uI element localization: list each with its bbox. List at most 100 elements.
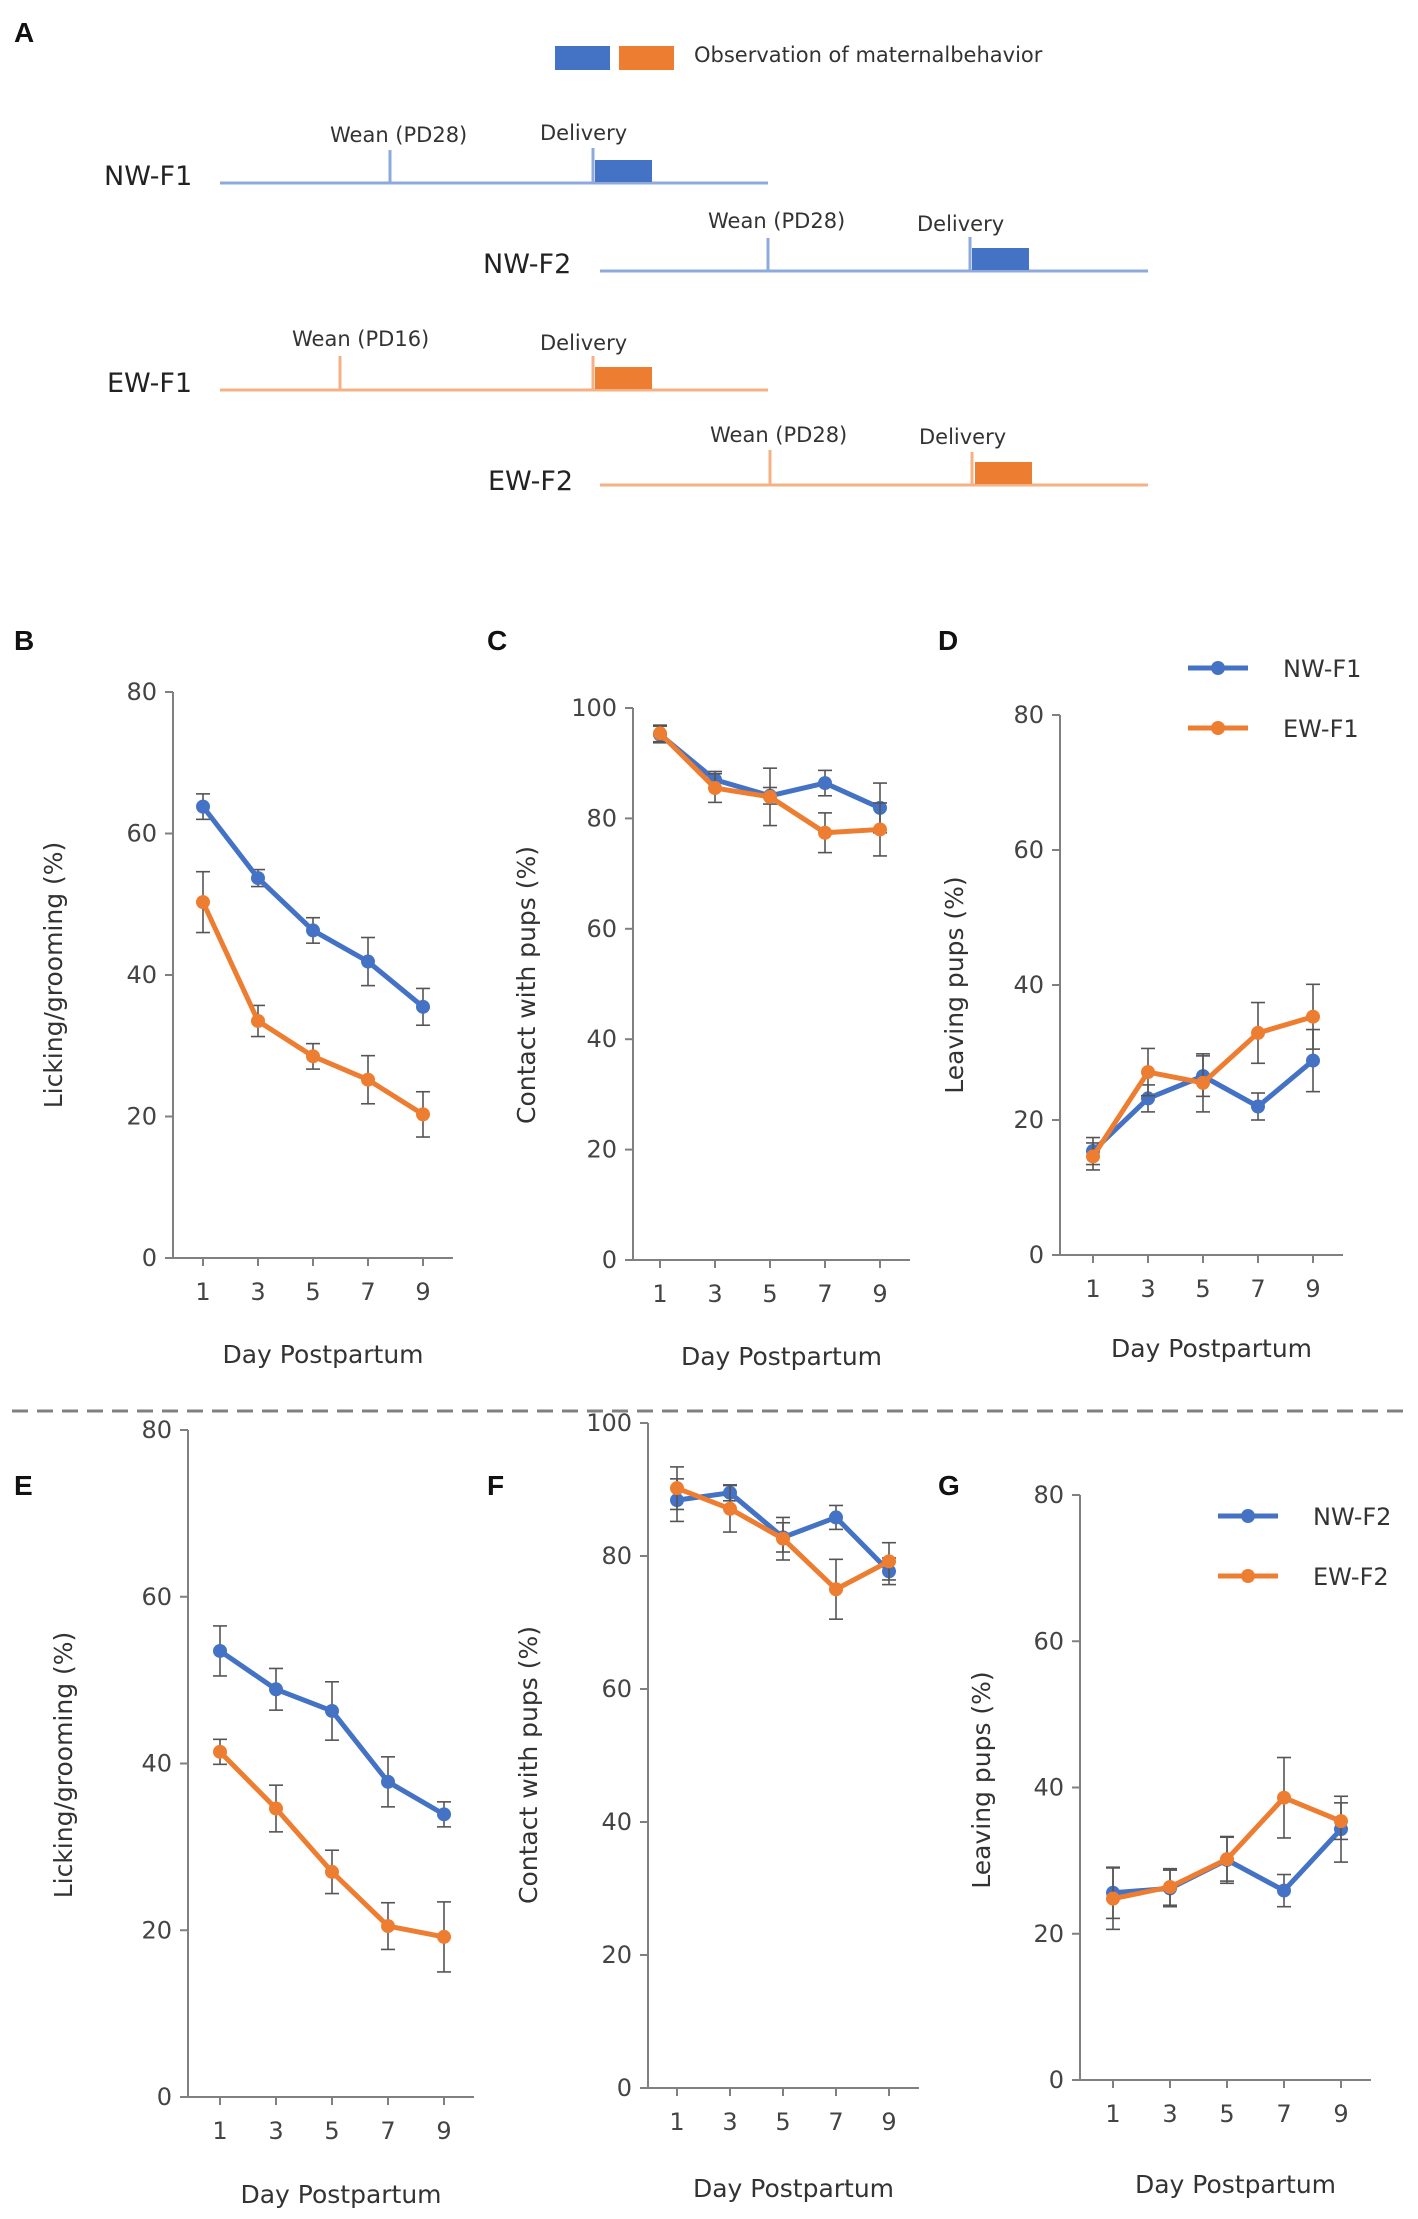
x-tick-label: 9 — [436, 2117, 451, 2145]
x-tick-label: 1 — [195, 1278, 210, 1306]
y-tick-label: 40 — [586, 1025, 617, 1053]
y-axis-label: Leaving pups (%) — [967, 1671, 996, 1888]
series-ew-f2 — [1106, 1756, 1348, 1931]
y-tick-label: 20 — [126, 1103, 157, 1131]
y-axis-label: Leaving pups (%) — [940, 876, 969, 1093]
data-point — [1306, 1009, 1320, 1024]
legend-swatch-ew — [619, 46, 674, 70]
y-tick-label: 80 — [126, 678, 157, 706]
y-tick-label: 20 — [1013, 1106, 1044, 1134]
data-point — [1141, 1065, 1155, 1080]
observation-bar — [595, 367, 652, 389]
x-tick-label: 7 — [828, 2108, 843, 2136]
y-tick-label: 60 — [126, 820, 157, 848]
timeline-panel: A Observation of maternalbehavior NW-F1 … — [14, 17, 1148, 497]
x-tick-label: 1 — [652, 1280, 667, 1308]
y-tick-label: 80 — [1033, 1481, 1064, 1509]
data-point — [251, 871, 265, 886]
wean-label: Wean (PD28) — [708, 209, 845, 233]
timeline-name: NW-F1 — [104, 161, 192, 192]
y-axis-label: Licking/grooming (%) — [39, 842, 68, 1109]
y-tick-label: 20 — [586, 1136, 617, 1164]
x-tick-label: 7 — [1250, 1275, 1265, 1303]
x-tick-label: 3 — [722, 2108, 737, 2136]
y-tick-label: 60 — [1033, 1627, 1064, 1655]
x-axis-label: Day Postpartum — [222, 1340, 423, 1369]
delivery-label: Delivery — [917, 212, 1004, 236]
chart-panel-b: B 0 20 40 60 80 1 3 5 7 9 Day Postpartum Licking/gro… — [14, 625, 453, 1369]
data-point — [306, 1049, 320, 1064]
wean-label: Wean (PD28) — [330, 123, 467, 147]
y-tick-label: 40 — [1013, 971, 1044, 999]
series-ew-f2 — [670, 1466, 896, 1620]
data-point — [1196, 1075, 1210, 1090]
panel-letter-b: B — [14, 625, 34, 656]
chart-panel-d: D 0 20 40 60 80 1 3 5 7 9 Day Postpartum Leaving pup… — [938, 625, 1361, 1363]
series-ew-f1 — [196, 870, 430, 1138]
series-ew-f1 — [653, 724, 887, 857]
y-tick-label: 80 — [586, 804, 617, 832]
y-tick-label: 60 — [1013, 836, 1044, 864]
y-tick-label: 20 — [1033, 1920, 1064, 1948]
data-point — [196, 799, 210, 814]
x-axis-label: Day Postpartum — [1135, 2170, 1336, 2199]
y-tick-label: 80 — [1013, 701, 1044, 729]
y-axis-label: Contact with pups (%) — [512, 846, 541, 1124]
series-ew-f2 — [213, 1738, 451, 1973]
panel-letter-a: A — [14, 17, 34, 48]
x-tick-label: 5 — [324, 2117, 339, 2145]
legend-label: EW-F1 — [1283, 715, 1359, 743]
x-tick-label: 5 — [305, 1278, 320, 1306]
legend-marker — [1241, 1569, 1255, 1583]
wean-label: Wean (PD28) — [710, 423, 847, 447]
y-tick-label: 0 — [157, 2083, 172, 2111]
data-point — [269, 1682, 283, 1697]
y-tick-label: 0 — [1049, 2066, 1064, 2094]
x-tick-label: 7 — [380, 2117, 395, 2145]
data-point — [1251, 1099, 1265, 1114]
panel-letter-f: F — [487, 1470, 504, 1501]
data-point — [1163, 1879, 1177, 1894]
timeline-nw-f2: NW-F2 Wean (PD28) Delivery — [483, 209, 1148, 280]
data-point — [416, 999, 430, 1014]
chart-panel-f: F 0 20 40 60 80 100 1 3 5 7 9 Day Postpartum Contact … — [487, 1409, 919, 2203]
delivery-label: Delivery — [540, 121, 627, 145]
data-point — [1277, 1790, 1291, 1805]
y-tick-label: 60 — [601, 1675, 632, 1703]
y-tick-label: 100 — [586, 1409, 632, 1437]
panel-letter-d: D — [938, 625, 958, 656]
x-axis-label: Day Postpartum — [1111, 1334, 1312, 1363]
legend-marker — [1211, 661, 1225, 675]
data-point — [437, 1929, 451, 1944]
timeline-name: EW-F1 — [107, 368, 192, 399]
legend-label: NW-F1 — [1283, 655, 1361, 683]
data-point — [306, 923, 320, 938]
x-tick-label: 1 — [212, 2117, 227, 2145]
y-tick-label: 100 — [571, 694, 617, 722]
data-point — [1277, 1883, 1291, 1898]
chart-panel-e: E 0 20 40 60 80 1 3 5 7 9 Day Postpartum Licking/gro… — [14, 1416, 474, 2209]
panel-letter-e: E — [14, 1470, 33, 1501]
x-tick-label: 1 — [1105, 2100, 1120, 2128]
y-tick-label: 0 — [617, 2074, 632, 2102]
x-tick-label: 1 — [669, 2108, 684, 2136]
panel-letter-g: G — [938, 1470, 960, 1501]
y-tick-label: 60 — [141, 1583, 172, 1611]
y-tick-label: 80 — [141, 1416, 172, 1444]
data-point — [213, 1643, 227, 1658]
legend-swatch-nw — [555, 46, 610, 70]
timeline-name: EW-F2 — [488, 466, 573, 497]
x-tick-label: 7 — [1276, 2100, 1291, 2128]
data-point — [873, 822, 887, 837]
data-point — [1220, 1852, 1234, 1867]
y-axis-label: Contact with pups (%) — [514, 1626, 543, 1904]
series-line — [218, 1750, 445, 1940]
series-nw-f2 — [213, 1625, 451, 1828]
legend-label: EW-F2 — [1313, 1563, 1389, 1591]
y-tick-label: 20 — [141, 1916, 172, 1944]
y-tick-label: 40 — [126, 961, 157, 989]
x-axis-label: Day Postpartum — [693, 2174, 894, 2203]
data-point — [1086, 1149, 1100, 1164]
x-tick-label: 9 — [1333, 2100, 1348, 2128]
